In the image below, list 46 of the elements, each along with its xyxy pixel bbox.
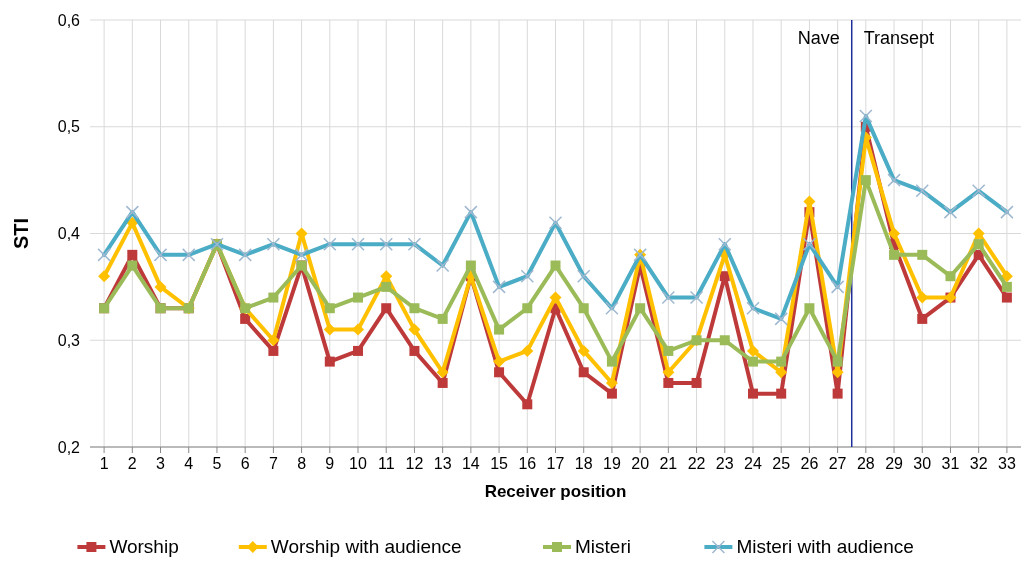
x-tick-label: 4: [184, 455, 194, 472]
x-tick-label: 28: [856, 455, 875, 472]
x-tick-label: 12: [405, 455, 424, 472]
x-tick-label: 5: [212, 455, 222, 472]
legend-label: Misteri: [575, 536, 631, 557]
x-axis-title: Receiver position: [484, 482, 627, 501]
legend-label: Worship with audience: [270, 536, 462, 557]
x-tick-label: 29: [885, 455, 904, 472]
y-tick-label: 0,6: [57, 11, 81, 29]
x-tick-label: 24: [744, 455, 762, 472]
x-tick-label: 30: [913, 455, 932, 472]
x-tick-label: 6: [240, 455, 250, 472]
x-tick-label: 14: [461, 455, 480, 472]
x-tick-label: 8: [297, 455, 307, 472]
x-tick-label: 25: [772, 455, 791, 472]
x-tick-label: 31: [941, 455, 960, 472]
x-tick-label: 11: [377, 455, 395, 472]
y-tick-label: 0,5: [57, 118, 81, 136]
x-tick-label: 19: [603, 455, 621, 472]
x-tick-label: 16: [518, 455, 537, 472]
x-tick-label: 23: [715, 455, 734, 472]
y-tick-label: 0,3: [57, 331, 81, 349]
y-tick-label: 0,2: [57, 438, 81, 456]
legend-label: Misteri with audience: [736, 536, 914, 557]
x-tick-label: 7: [268, 455, 278, 472]
x-tick-label: 22: [687, 455, 706, 472]
x-tick-label: 21: [659, 455, 678, 472]
x-tick-label: 10: [349, 455, 368, 472]
y-axis-title: STI: [10, 217, 32, 250]
annotation: Nave: [797, 28, 840, 48]
y-tick-label: 0,4: [57, 225, 81, 243]
x-tick-label: 17: [546, 455, 565, 472]
x-tick-label: 33: [998, 455, 1016, 472]
x-tick-label: 9: [325, 455, 335, 472]
x-tick-label: 2: [127, 455, 137, 472]
legend-label: Worship: [109, 536, 179, 557]
x-tick-label: 13: [433, 455, 452, 472]
annotation: Transept: [863, 28, 935, 48]
x-tick-label: 20: [631, 455, 650, 472]
x-tick-label: 1: [99, 455, 109, 472]
x-tick-label: 26: [800, 455, 819, 472]
x-tick-label: 15: [490, 455, 509, 472]
x-tick-label: 3: [156, 455, 166, 472]
x-tick-label: 18: [574, 455, 593, 472]
x-tick-label: 32: [969, 455, 988, 472]
x-tick-label: 27: [828, 455, 847, 472]
